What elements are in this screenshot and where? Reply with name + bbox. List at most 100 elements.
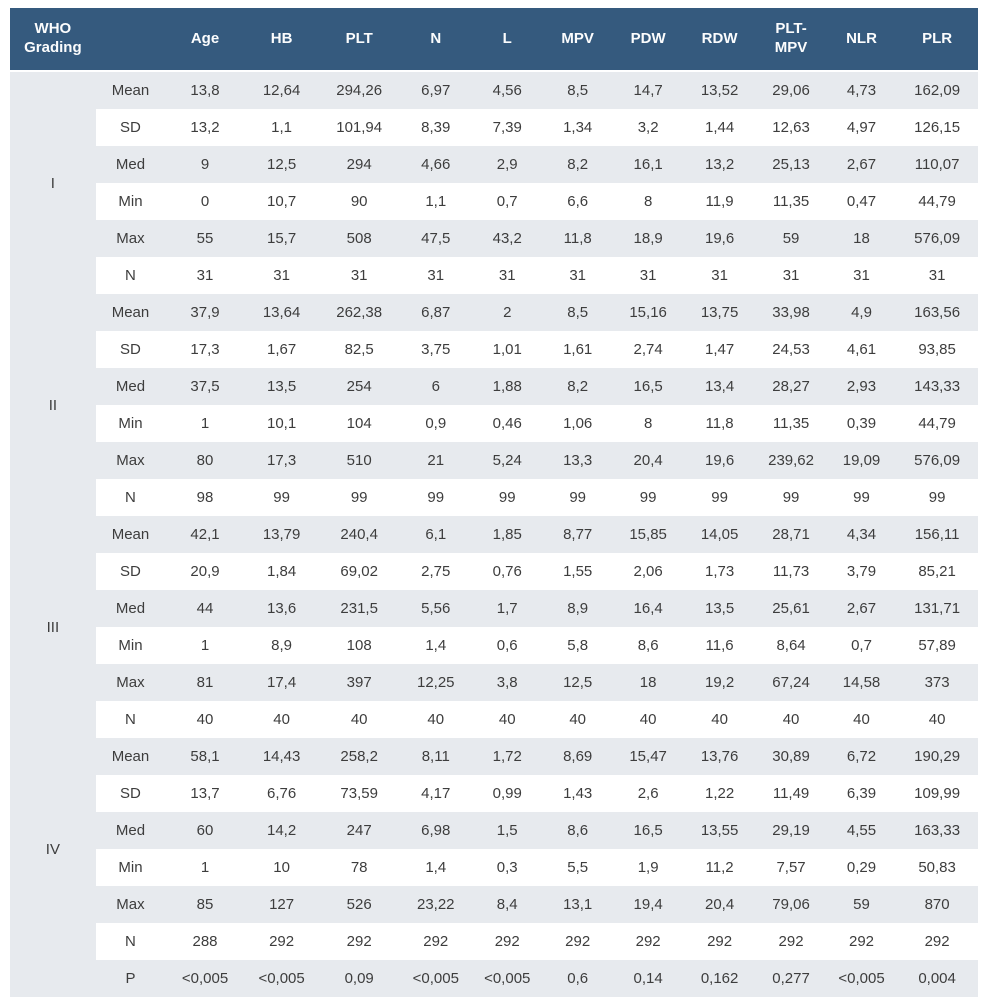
value-cell: 18 xyxy=(612,664,684,701)
value-cell: 4,73 xyxy=(826,71,897,109)
value-cell: 3,75 xyxy=(400,331,472,368)
header-cell-age: Age xyxy=(165,8,245,72)
value-cell: 288 xyxy=(165,923,245,960)
value-cell: 17,3 xyxy=(165,331,245,368)
value-cell: 25,13 xyxy=(755,146,827,183)
value-cell: 24,53 xyxy=(755,331,827,368)
table-row-group-I-mean: I Mean 13,8 12,64 294,26 6,97 4,56 8,5 14,7 13,52… xyxy=(10,71,978,294)
value-cell: 294,26 xyxy=(318,71,401,109)
value-cell: 15,85 xyxy=(612,516,684,553)
value-cell: 31 xyxy=(826,257,897,294)
value-cell: 11,35 xyxy=(755,183,827,220)
table-row-group-II-min: Min 1 10,1 104 0,9 0,46 1,06 8 11,8 11,35 0,39 44,7… xyxy=(10,405,978,442)
value-cell: 13,76 xyxy=(683,738,756,775)
value-cell: 1,01 xyxy=(471,331,543,368)
value-cell: 1,73 xyxy=(683,553,756,590)
table-row-group-III-sd: SD 20,9 1,84 69,02 2,75 0,76 1,55 2,06 1,73 11,73… xyxy=(10,553,978,590)
value-cell: 19,09 xyxy=(826,442,897,479)
value-cell: 6,1 xyxy=(400,516,472,553)
table-row-group-I-sd: SD 13,2 1,1 101,94 8,39 7,39 1,34 3,2 1,44 12,63 4… xyxy=(10,109,978,146)
value-cell: 14,58 xyxy=(826,664,897,701)
value-cell: 5,8 xyxy=(542,627,613,664)
value-cell: 163,56 xyxy=(896,294,978,331)
value-cell: 8,39 xyxy=(400,109,472,146)
p-value-cell: 0,162 xyxy=(683,960,756,997)
value-cell: 0,3 xyxy=(471,849,543,886)
value-cell: 37,9 xyxy=(165,294,245,331)
group-label-IV: IV xyxy=(10,738,96,960)
value-cell: 13,5 xyxy=(244,368,319,405)
value-cell: 6,6 xyxy=(542,183,613,220)
value-cell: 0 xyxy=(165,183,245,220)
value-cell: 8,4 xyxy=(471,886,543,923)
value-cell: 11,73 xyxy=(755,553,827,590)
value-cell: 40 xyxy=(896,701,978,738)
p-value-cell: 0,14 xyxy=(612,960,684,997)
group-label-II: II xyxy=(10,294,96,516)
table-row-p-values: P <0,005 <0,005 0,09 <0,005 <0,005 0,6 0,14 0,16… xyxy=(10,960,978,997)
value-cell: 2,6 xyxy=(612,775,684,812)
value-cell: 25,61 xyxy=(755,590,827,627)
value-cell: 85 xyxy=(165,886,245,923)
value-cell: 58,1 xyxy=(165,738,245,775)
value-cell: 13,1 xyxy=(542,886,613,923)
value-cell: 1,06 xyxy=(542,405,613,442)
value-cell: 82,5 xyxy=(318,331,401,368)
value-cell: 40 xyxy=(471,701,543,738)
value-cell: 110,07 xyxy=(896,146,978,183)
header-cell-plt: PLT xyxy=(318,8,401,72)
value-cell: 7,39 xyxy=(471,109,543,146)
value-cell: 4,56 xyxy=(471,71,543,109)
value-cell: 18 xyxy=(826,220,897,257)
value-cell: 99 xyxy=(400,479,472,516)
value-cell: 1,4 xyxy=(400,627,472,664)
value-cell: 40 xyxy=(542,701,613,738)
table-row-group-I-med: Med 9 12,5 294 4,66 2,9 8,2 16,1 13,2 25,13 2,67 11… xyxy=(10,146,978,183)
table-row-group-I-n: N 31 31 31 31 31 31 31 31 31 31 31 xyxy=(10,257,978,294)
value-cell: 104 xyxy=(318,405,401,442)
value-cell: 9 xyxy=(165,146,245,183)
table-row-group-III-n: N 40 40 40 40 40 40 40 40 40 40 40 xyxy=(10,701,978,738)
value-cell: 8,2 xyxy=(542,146,613,183)
value-cell: 5,24 xyxy=(471,442,543,479)
value-cell: 47,5 xyxy=(400,220,472,257)
p-value-cell: 0,6 xyxy=(542,960,613,997)
value-cell: 6,72 xyxy=(826,738,897,775)
value-cell: 10,1 xyxy=(244,405,319,442)
stat-label: SD xyxy=(95,109,166,146)
stat-label: Max xyxy=(95,886,166,923)
p-value-cell: <0,005 xyxy=(244,960,319,997)
header-cell-hb: HB xyxy=(244,8,319,72)
value-cell: 6 xyxy=(400,368,472,405)
value-cell: 12,5 xyxy=(244,146,319,183)
value-cell: 55 xyxy=(165,220,245,257)
header-cell-nlr: NLR xyxy=(826,8,897,72)
table-row-group-IV-min: Min 1 10 78 1,4 0,3 5,5 1,9 11,2 7,57 0,29 50,83 xyxy=(10,849,978,886)
value-cell: 1,43 xyxy=(542,775,613,812)
value-cell: 4,9 xyxy=(826,294,897,331)
p-value-cell: <0,005 xyxy=(826,960,897,997)
value-cell: 109,99 xyxy=(896,775,978,812)
header-cell-pdw: PDW xyxy=(612,8,684,72)
group-label-I: I xyxy=(10,71,96,294)
value-cell: 3,8 xyxy=(471,664,543,701)
value-cell: 99 xyxy=(244,479,319,516)
value-cell: 5,5 xyxy=(542,849,613,886)
value-cell: 43,2 xyxy=(471,220,543,257)
value-cell: 99 xyxy=(826,479,897,516)
value-cell: 81 xyxy=(165,664,245,701)
value-cell: 0,7 xyxy=(826,627,897,664)
value-cell: 19,2 xyxy=(683,664,756,701)
stat-label: Max xyxy=(95,220,166,257)
value-cell: 57,89 xyxy=(896,627,978,664)
stat-label: Min xyxy=(95,849,166,886)
value-cell: 15,16 xyxy=(612,294,684,331)
value-cell: 1 xyxy=(165,849,245,886)
value-cell: 397 xyxy=(318,664,401,701)
value-cell: 292 xyxy=(612,923,684,960)
value-cell: 40 xyxy=(318,701,401,738)
value-cell: 17,4 xyxy=(244,664,319,701)
value-cell: 101,94 xyxy=(318,109,401,146)
value-cell: 576,09 xyxy=(896,442,978,479)
